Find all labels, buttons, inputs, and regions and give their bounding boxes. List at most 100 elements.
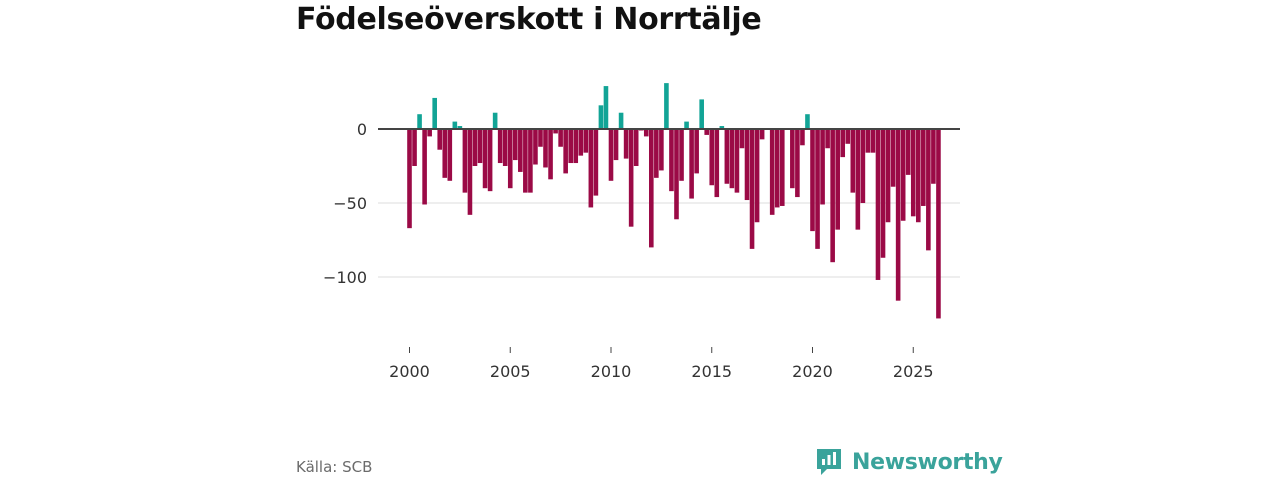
bar: [679, 129, 684, 181]
x-tick-label: 2020: [792, 362, 833, 381]
bar: [628, 129, 634, 227]
bar: [447, 129, 453, 181]
bar: [553, 129, 558, 134]
bar: [623, 129, 629, 159]
bar: [477, 129, 483, 164]
bar: [412, 129, 417, 166]
x-axis-ticks: 2000 2005 2010 2015 2020 2025: [389, 347, 934, 381]
bar: [815, 129, 820, 249]
bar: [523, 129, 528, 193]
bar: [618, 112, 624, 129]
bar: [573, 129, 579, 164]
y-tick-label: −100: [323, 268, 367, 287]
bar: [659, 129, 664, 171]
bar: [910, 129, 916, 217]
bar: [512, 129, 518, 161]
bar: [800, 129, 805, 146]
bar: [437, 129, 443, 150]
bar: [457, 126, 463, 129]
y-axis-ticks: 0 −50 −100: [323, 120, 367, 287]
bar: [840, 129, 846, 158]
bar: [895, 129, 901, 301]
bar: [689, 129, 694, 199]
bar: [825, 129, 830, 149]
bar: [805, 114, 810, 129]
bar: [709, 129, 715, 186]
source-label: Källa: SCB: [296, 458, 373, 476]
chart-plot: 0 −50 −100 2000 2005 2010 2015 2020 2025: [323, 83, 960, 381]
bar: [699, 99, 704, 129]
bar: [754, 129, 760, 223]
bar: [649, 129, 654, 248]
bar: [502, 129, 508, 166]
brand-logo: Newsworthy: [815, 447, 1003, 477]
bar: [643, 129, 649, 137]
bar: [593, 129, 599, 196]
bar: [744, 129, 750, 201]
bar: [684, 121, 689, 129]
bar: [563, 129, 568, 174]
newsworthy-logo-icon: [817, 449, 841, 475]
bar: [936, 129, 941, 319]
bar: [719, 126, 725, 129]
bar: [633, 129, 639, 166]
bar: [538, 129, 543, 147]
bar-series: [407, 83, 941, 319]
bar: [442, 129, 448, 178]
bar: [669, 129, 674, 192]
bar: [795, 129, 800, 198]
bar: [492, 112, 498, 129]
chart-title: Födelseöverskott i Norrtälje: [296, 2, 762, 37]
bar: [850, 129, 856, 193]
y-tick-label: 0: [357, 120, 367, 139]
bar: [820, 129, 825, 205]
x-tick-label: 2005: [490, 362, 531, 381]
bar: [487, 129, 493, 192]
bar: [613, 129, 619, 161]
bar: [497, 129, 503, 164]
bar: [734, 129, 740, 193]
x-tick-label: 2010: [591, 362, 632, 381]
bar: [674, 129, 679, 220]
bar: [543, 129, 548, 168]
bar: [729, 129, 735, 189]
bar: [427, 129, 432, 137]
bar: [900, 129, 906, 221]
bar: [749, 129, 755, 249]
bar: [603, 86, 609, 129]
bar: [835, 129, 840, 230]
bar: [845, 129, 851, 144]
bar: [905, 129, 911, 175]
bar: [880, 129, 886, 258]
bar: [558, 129, 563, 147]
bar: [774, 129, 780, 208]
bar: [452, 121, 458, 129]
bar: [739, 129, 745, 149]
bar: [860, 129, 866, 203]
bar: [568, 129, 573, 164]
bar: [769, 129, 775, 215]
bar: [885, 129, 891, 223]
bar: [704, 129, 710, 135]
bar: [533, 129, 538, 165]
bar: [598, 105, 604, 129]
bar: [654, 129, 659, 178]
brand-name: Newsworthy: [852, 449, 1003, 475]
bar: [926, 129, 931, 251]
bar: [779, 129, 785, 206]
x-tick-label: 2025: [893, 362, 934, 381]
bar: [507, 129, 513, 189]
bar: [759, 129, 765, 140]
bar: [724, 129, 730, 184]
bar: [583, 129, 589, 153]
bar: [518, 129, 523, 172]
bar: [608, 129, 614, 181]
y-tick-label: −50: [333, 194, 367, 213]
bar: [830, 129, 835, 263]
bar: [810, 129, 815, 232]
bar: [890, 129, 896, 187]
bar: [875, 129, 881, 280]
bar: [588, 129, 594, 208]
bar: [790, 129, 795, 189]
bar: [915, 129, 921, 223]
